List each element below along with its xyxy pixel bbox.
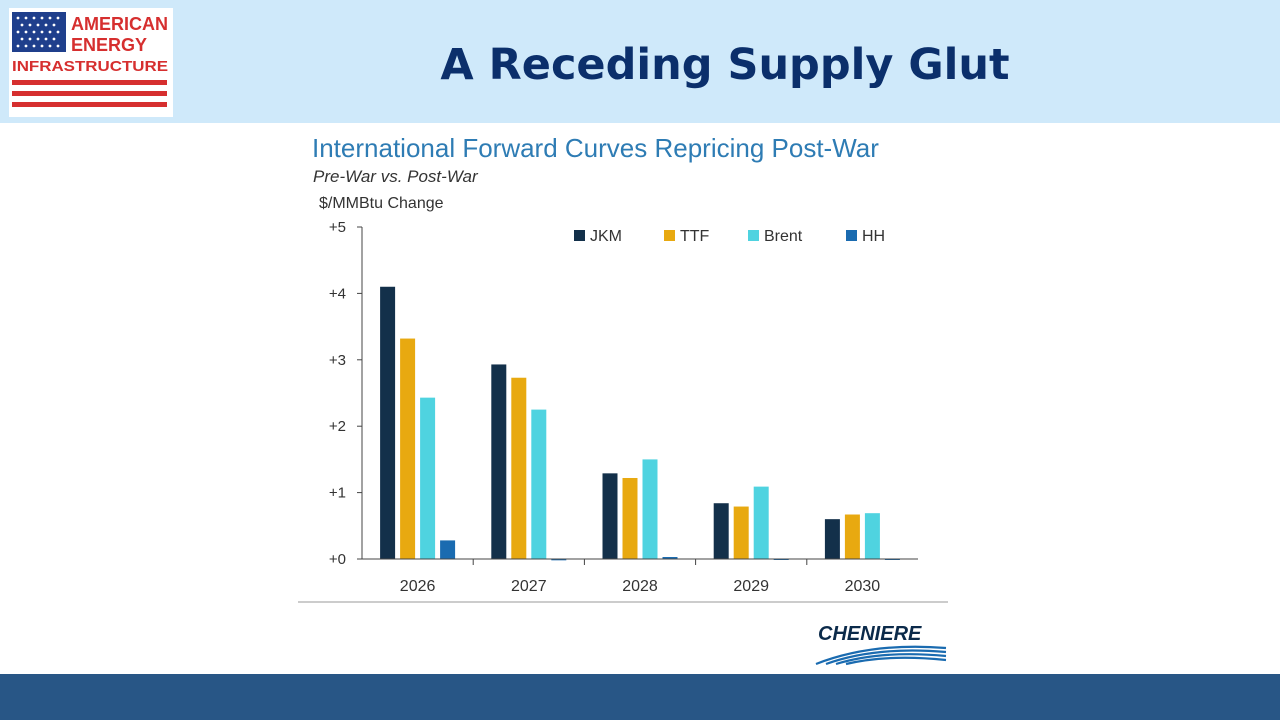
legend-swatch-jkm: [574, 230, 585, 241]
logo-line-1: AMERICAN: [71, 14, 168, 34]
legend-label-jkm: JKM: [590, 228, 622, 245]
legend-label-brent: Brent: [764, 228, 803, 245]
bar-brent-2029: [753, 486, 769, 559]
y-tick-label: +1: [329, 485, 346, 502]
y-tick-label: +3: [329, 352, 346, 369]
y-axis-label: $/MMBtu Change: [319, 195, 444, 212]
bar-hh-2026: [440, 540, 456, 559]
bar-brent-2026: [420, 397, 436, 559]
chart-title: International Forward Curves Repricing P…: [312, 133, 879, 163]
legend-swatch-ttf: [664, 230, 675, 241]
bar-jkm-2029: [713, 503, 729, 559]
legend-swatch-hh: [846, 230, 857, 241]
legend: JKM TTF Brent HH: [574, 228, 885, 245]
bar-ttf-2027: [511, 377, 527, 559]
bar-brent-2028: [642, 459, 658, 559]
slide-title: A Receding Supply Glut: [440, 40, 1010, 90]
y-tick-label: +5: [329, 219, 346, 236]
logo-line-2: ENERGY: [71, 35, 147, 55]
y-tick-label: +4: [329, 285, 346, 302]
x-tick-label: 2029: [733, 578, 769, 595]
bar-jkm-2030: [824, 519, 840, 559]
cheniere-logo: CHENIERE: [812, 620, 952, 668]
bar-jkm-2028: [602, 473, 618, 559]
bar-hh-2027: [551, 559, 567, 561]
header-band: [0, 0, 1280, 123]
bar-ttf-2026: [400, 338, 416, 559]
x-tick-label: 2027: [511, 578, 547, 595]
bar-jkm-2026: [380, 286, 396, 559]
x-tick-label: 2030: [845, 578, 881, 595]
bar-ttf-2029: [733, 506, 749, 559]
bar-ttf-2028: [622, 477, 638, 559]
x-tick-label: 2028: [622, 578, 658, 595]
x-tick-label: 2026: [400, 578, 436, 595]
legend-label-ttf: TTF: [680, 228, 710, 245]
plot-area: +0 +1 +2 +3 +4 +5 2026 2027 2028 2029 2030: [298, 219, 948, 603]
y-tick-label: +0: [329, 551, 346, 568]
footer-band: [0, 674, 1280, 720]
bar-hh-2028: [662, 557, 678, 559]
american-energy-infrastructure-logo: AMERICAN ENERGY INFRASTRUCTURE: [9, 8, 173, 117]
bar-jkm-2027: [491, 364, 507, 559]
y-tick-label: +2: [329, 418, 346, 435]
legend-swatch-brent: [748, 230, 759, 241]
bar-ttf-2030: [844, 514, 860, 559]
bar-brent-2030: [864, 513, 880, 559]
chart-subtitle: Pre-War vs. Post-War: [313, 167, 479, 186]
legend-label-hh: HH: [862, 228, 885, 245]
bar-brent-2027: [531, 409, 547, 559]
cheniere-logo-text: CHENIERE: [818, 623, 922, 645]
logo-line-3: INFRASTRUCTURE: [12, 58, 168, 75]
